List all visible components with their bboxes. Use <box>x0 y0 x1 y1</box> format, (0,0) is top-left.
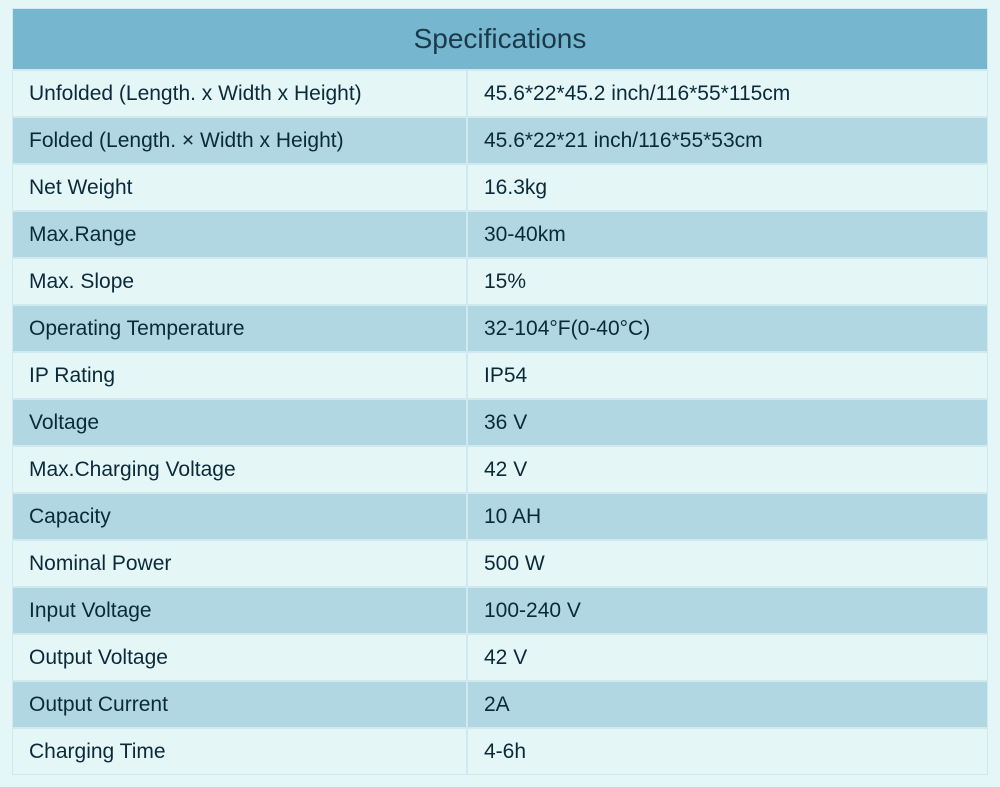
spec-value: 30-40km <box>467 211 988 258</box>
table-row: Folded (Length. × Width x Height)45.6*22… <box>12 117 988 164</box>
table-row: Input Voltage100-240 V <box>12 587 988 634</box>
spec-table-body: Unfolded (Length. x Width x Height)45.6*… <box>12 70 988 775</box>
spec-label: Net Weight <box>12 164 467 211</box>
spec-value: IP54 <box>467 352 988 399</box>
table-row: IP RatingIP54 <box>12 352 988 399</box>
spec-label: Unfolded (Length. x Width x Height) <box>12 70 467 117</box>
spec-label: Operating Temperature <box>12 305 467 352</box>
spec-value: 2A <box>467 681 988 728</box>
spec-label: IP Rating <box>12 352 467 399</box>
spec-label: Voltage <box>12 399 467 446</box>
table-row: Nominal Power500 W <box>12 540 988 587</box>
spec-label: Nominal Power <box>12 540 467 587</box>
table-row: Voltage36 V <box>12 399 988 446</box>
spec-value: 45.6*22*45.2 inch/116*55*115cm <box>467 70 988 117</box>
spec-value: 10 AH <box>467 493 988 540</box>
spec-label: Output Current <box>12 681 467 728</box>
spec-value: 42 V <box>467 634 988 681</box>
table-row: Output Voltage42 V <box>12 634 988 681</box>
spec-label: Folded (Length. × Width x Height) <box>12 117 467 164</box>
table-row: Operating Temperature32-104°F(0-40°C) <box>12 305 988 352</box>
table-row: Max.Range30-40km <box>12 211 988 258</box>
spec-value: 45.6*22*21 inch/116*55*53cm <box>467 117 988 164</box>
table-row: Capacity10 AH <box>12 493 988 540</box>
table-row: Charging Time4-6h <box>12 728 988 775</box>
spec-value: 36 V <box>467 399 988 446</box>
spec-value: 4-6h <box>467 728 988 775</box>
table-row: Unfolded (Length. x Width x Height)45.6*… <box>12 70 988 117</box>
spec-table-container: Specifications Unfolded (Length. x Width… <box>0 0 1000 787</box>
spec-value: 32-104°F(0-40°C) <box>467 305 988 352</box>
spec-label: Max. Slope <box>12 258 467 305</box>
spec-label: Capacity <box>12 493 467 540</box>
spec-value: 15% <box>467 258 988 305</box>
spec-label: Charging Time <box>12 728 467 775</box>
spec-table: Specifications Unfolded (Length. x Width… <box>12 8 988 775</box>
spec-value: 100-240 V <box>467 587 988 634</box>
spec-value: 42 V <box>467 446 988 493</box>
spec-label: Input Voltage <box>12 587 467 634</box>
spec-value: 500 W <box>467 540 988 587</box>
spec-label: Output Voltage <box>12 634 467 681</box>
table-title: Specifications <box>12 8 988 70</box>
spec-label: Max.Charging Voltage <box>12 446 467 493</box>
table-row: Max.Charging Voltage42 V <box>12 446 988 493</box>
table-row: Output Current2A <box>12 681 988 728</box>
spec-value: 16.3kg <box>467 164 988 211</box>
spec-label: Max.Range <box>12 211 467 258</box>
table-row: Max. Slope15% <box>12 258 988 305</box>
table-row: Net Weight16.3kg <box>12 164 988 211</box>
